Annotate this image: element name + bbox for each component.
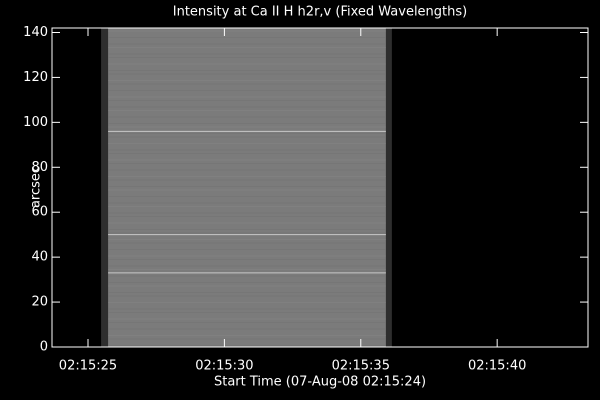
y-tick-label: 40 [31, 250, 48, 265]
chart-title: Intensity at Ca II H h2r,v (Fixed Wavele… [173, 5, 467, 20]
y-tick-label: 0 [40, 340, 48, 355]
y-tick-label: 80 [31, 160, 48, 175]
x-axis-label: Start Time (07-Aug-08 02:15:24) [214, 375, 426, 390]
y-tick-label: 20 [31, 295, 48, 310]
x-tick-label: 02:15:40 [468, 359, 526, 374]
y-tick-label: 100 [23, 115, 48, 130]
image-body [108, 28, 386, 347]
y-tick-label: 60 [31, 205, 48, 220]
y-axis-label: arcsec [29, 166, 44, 208]
x-tick-label: 02:15:30 [195, 359, 253, 374]
plot-frame [51, 27, 589, 348]
x-tick-label: 02:15:25 [59, 359, 117, 374]
x-tick-label: 02:15:35 [332, 359, 390, 374]
y-tick-label: 120 [23, 70, 48, 85]
y-tick-label: 140 [23, 25, 48, 40]
